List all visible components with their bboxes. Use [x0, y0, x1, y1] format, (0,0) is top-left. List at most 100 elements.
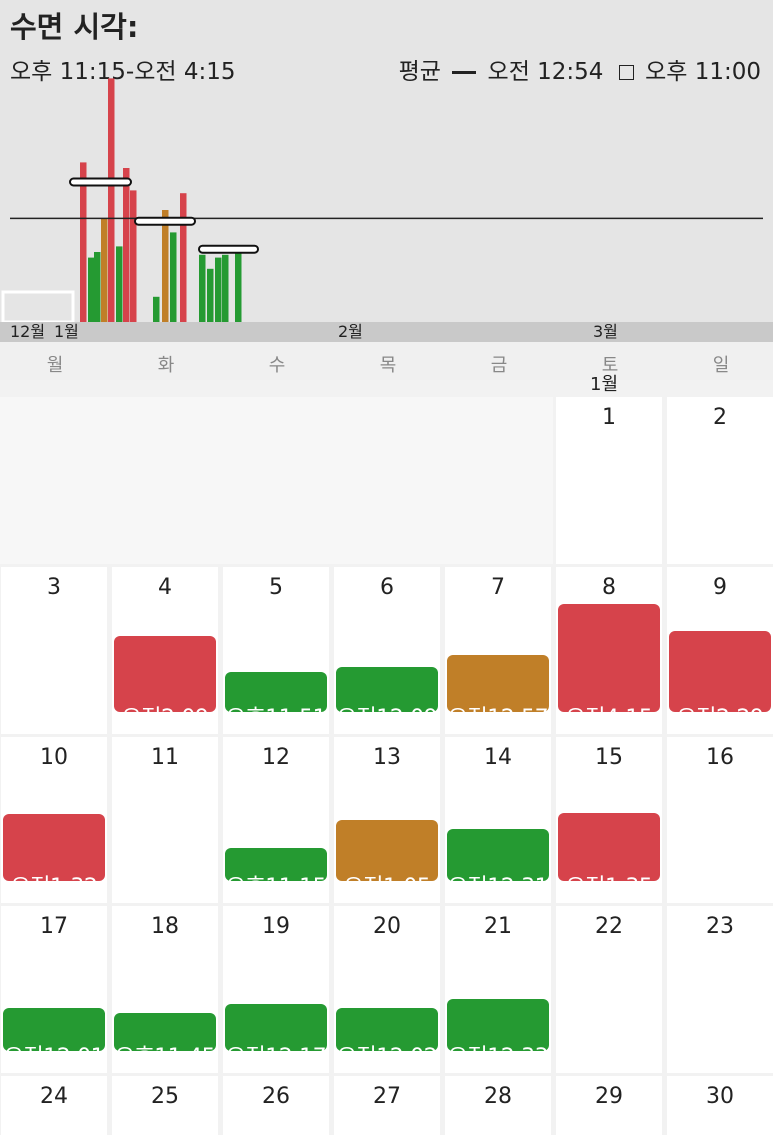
average-legend: 평균 오전 12:54 오후 11:00 — [399, 52, 761, 86]
sleep-time-label: 오전12:09 — [336, 706, 438, 731]
day-number: 10 — [40, 745, 68, 770]
calendar-day-cell[interactable]: 26 — [223, 1076, 329, 1135]
calendar-day-cell[interactable]: 24 — [1, 1076, 107, 1135]
sleep-time-label: 오전2:29 — [676, 706, 764, 731]
sleep-time-bar — [558, 813, 660, 881]
calendar-day-cell[interactable]: 25 — [112, 1076, 218, 1135]
month-label-jan: 1월 — [54, 322, 79, 341]
sleep-time-label: 오전4:15 — [565, 706, 653, 731]
chart-bar — [116, 246, 123, 322]
chart-bar — [108, 78, 115, 322]
calendar-day-cell[interactable]: 14 오전12:31 — [445, 737, 551, 903]
calendar-day-cell[interactable]: 29 — [556, 1076, 662, 1135]
chart-bar — [88, 257, 95, 322]
calendar-day-cell[interactable]: 12 오후11:15 — [223, 737, 329, 903]
selected-range: 오후 11:15-오전 4:15 — [10, 59, 236, 85]
day-number: 16 — [706, 745, 734, 770]
calendar-day-cell[interactable]: 17 오전12:01 — [1, 906, 107, 1073]
day-number: 2 — [713, 405, 727, 430]
sleep-time-bar — [336, 820, 438, 881]
sleep-time-label: 오전12:57 — [447, 706, 549, 731]
goal-box-icon — [618, 65, 634, 80]
weekday-label: 월 — [46, 355, 64, 376]
chart-bar — [153, 296, 160, 322]
day-number: 7 — [491, 575, 505, 600]
average-line-icon — [452, 71, 477, 74]
chart-bar — [215, 257, 222, 322]
day-number: 14 — [484, 745, 512, 770]
sleep-time-bar — [225, 848, 327, 881]
chart-bar — [207, 268, 214, 322]
calendar-day-cell[interactable]: 7 오전12:57 — [445, 567, 551, 734]
calendar-day-cell[interactable]: 19 오전12:17 — [223, 906, 329, 1073]
calendar-day-cell[interactable]: 22 — [556, 906, 662, 1073]
sleep-time-label: 오전2:09 — [121, 706, 209, 731]
weekly-average-marker — [198, 244, 259, 254]
sleep-time-label: 오전12:01 — [3, 1045, 105, 1070]
day-number: 17 — [40, 914, 68, 939]
chart-bar — [199, 254, 206, 322]
weekly-average-marker — [69, 177, 132, 187]
calendar-day-cell[interactable]: 15 오전1:35 — [556, 737, 662, 903]
chart-selection-box — [1, 290, 75, 322]
day-number: 20 — [373, 914, 401, 939]
calendar-day-cell[interactable]: 21 오전12:33 — [445, 906, 551, 1073]
day-number: 6 — [380, 575, 394, 600]
day-number: 22 — [595, 914, 623, 939]
sleep-time-bar — [3, 1008, 105, 1051]
day-number: 27 — [373, 1084, 401, 1109]
weekday-label: 목 — [379, 355, 397, 376]
calendar-day-cell[interactable]: 30 — [667, 1076, 773, 1135]
calendar-day-cell[interactable]: 20 오전12:02 — [334, 906, 440, 1073]
calendar-day-cell[interactable]: 3 — [1, 567, 107, 734]
day-number: 13 — [373, 745, 401, 770]
day-number: 25 — [151, 1084, 179, 1109]
day-number: 1 — [602, 405, 616, 430]
calendar-day-cell[interactable]: 13 오전1:05 — [334, 737, 440, 903]
month-scrubber[interactable] — [0, 322, 773, 342]
calendar-day-cell[interactable]: 1 — [556, 397, 662, 564]
calendar-day-cell[interactable]: 16 — [667, 737, 773, 903]
day-number: 23 — [706, 914, 734, 939]
calendar-day-cell[interactable]: 11 — [112, 737, 218, 903]
chart-bar — [80, 162, 87, 322]
calendar-day-cell[interactable]: 5 오후11:51 — [223, 567, 329, 734]
chart-bar — [222, 254, 229, 322]
calendar-day-cell[interactable]: 4 오전2:09 — [112, 567, 218, 734]
sleep-chart-header: 수면 시각: 오후 11:15-오전 4:15 평균 오전 12:54 오후 1… — [0, 0, 773, 342]
sleep-time-chart[interactable] — [0, 0, 773, 322]
chart-bar — [101, 218, 108, 322]
chart-bar — [94, 252, 101, 322]
sleep-time-bar — [3, 814, 105, 881]
average-value: 오전 12:54 — [487, 59, 604, 85]
calendar-day-cell[interactable]: 23 — [667, 906, 773, 1073]
sleep-time-bar — [447, 829, 549, 881]
weekday-label: 금 — [490, 355, 508, 376]
calendar-day-cell[interactable]: 6 오전12:09 — [334, 567, 440, 734]
day-number: 9 — [713, 575, 727, 600]
sleep-time-bar — [336, 1008, 438, 1051]
sleep-time-bar — [447, 999, 549, 1051]
sleep-time-bar — [669, 631, 771, 712]
calendar-cell-empty — [334, 397, 440, 564]
calendar-cell-empty — [112, 397, 218, 564]
day-number: 4 — [158, 575, 172, 600]
calendar-day-cell[interactable]: 9 오전2:29 — [667, 567, 773, 734]
calendar-day-cell[interactable]: 8 오전4:15 — [556, 567, 662, 734]
weekday-label: 일 — [712, 355, 730, 376]
sleep-time-label: 오전1:32 — [10, 875, 98, 900]
calendar-day-cell[interactable]: 28 — [445, 1076, 551, 1135]
sleep-time-bar — [336, 667, 438, 712]
calendar-day-cell[interactable]: 27 — [334, 1076, 440, 1135]
chart-bar — [170, 232, 177, 322]
sleep-time-bar — [114, 1013, 216, 1051]
day-number: 19 — [262, 914, 290, 939]
weekday-label: 수 — [268, 355, 286, 376]
calendar-day-cell[interactable]: 10 오전1:32 — [1, 737, 107, 903]
calendar-day-cell[interactable]: 2 — [667, 397, 773, 564]
calendar-day-cell[interactable]: 18 오후11:45 — [112, 906, 218, 1073]
day-number: 28 — [484, 1084, 512, 1109]
month-label-mar: 3월 — [593, 322, 618, 341]
day-number: 26 — [262, 1084, 290, 1109]
